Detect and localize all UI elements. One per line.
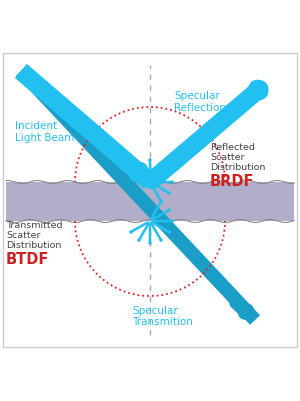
Text: BRDF: BRDF bbox=[210, 174, 254, 188]
Text: Specular
Reflection: Specular Reflection bbox=[174, 91, 226, 113]
Bar bbox=[6, 182, 294, 221]
Text: Transmitted
Scatter
Distribution: Transmitted Scatter Distribution bbox=[6, 220, 62, 250]
Text: BTDF: BTDF bbox=[6, 251, 50, 266]
Text: Specular
Transmition: Specular Transmition bbox=[132, 305, 193, 326]
Text: Incident
Light Beam: Incident Light Beam bbox=[15, 121, 74, 142]
Text: Reflected
Scatter
Distribution: Reflected Scatter Distribution bbox=[210, 142, 266, 172]
